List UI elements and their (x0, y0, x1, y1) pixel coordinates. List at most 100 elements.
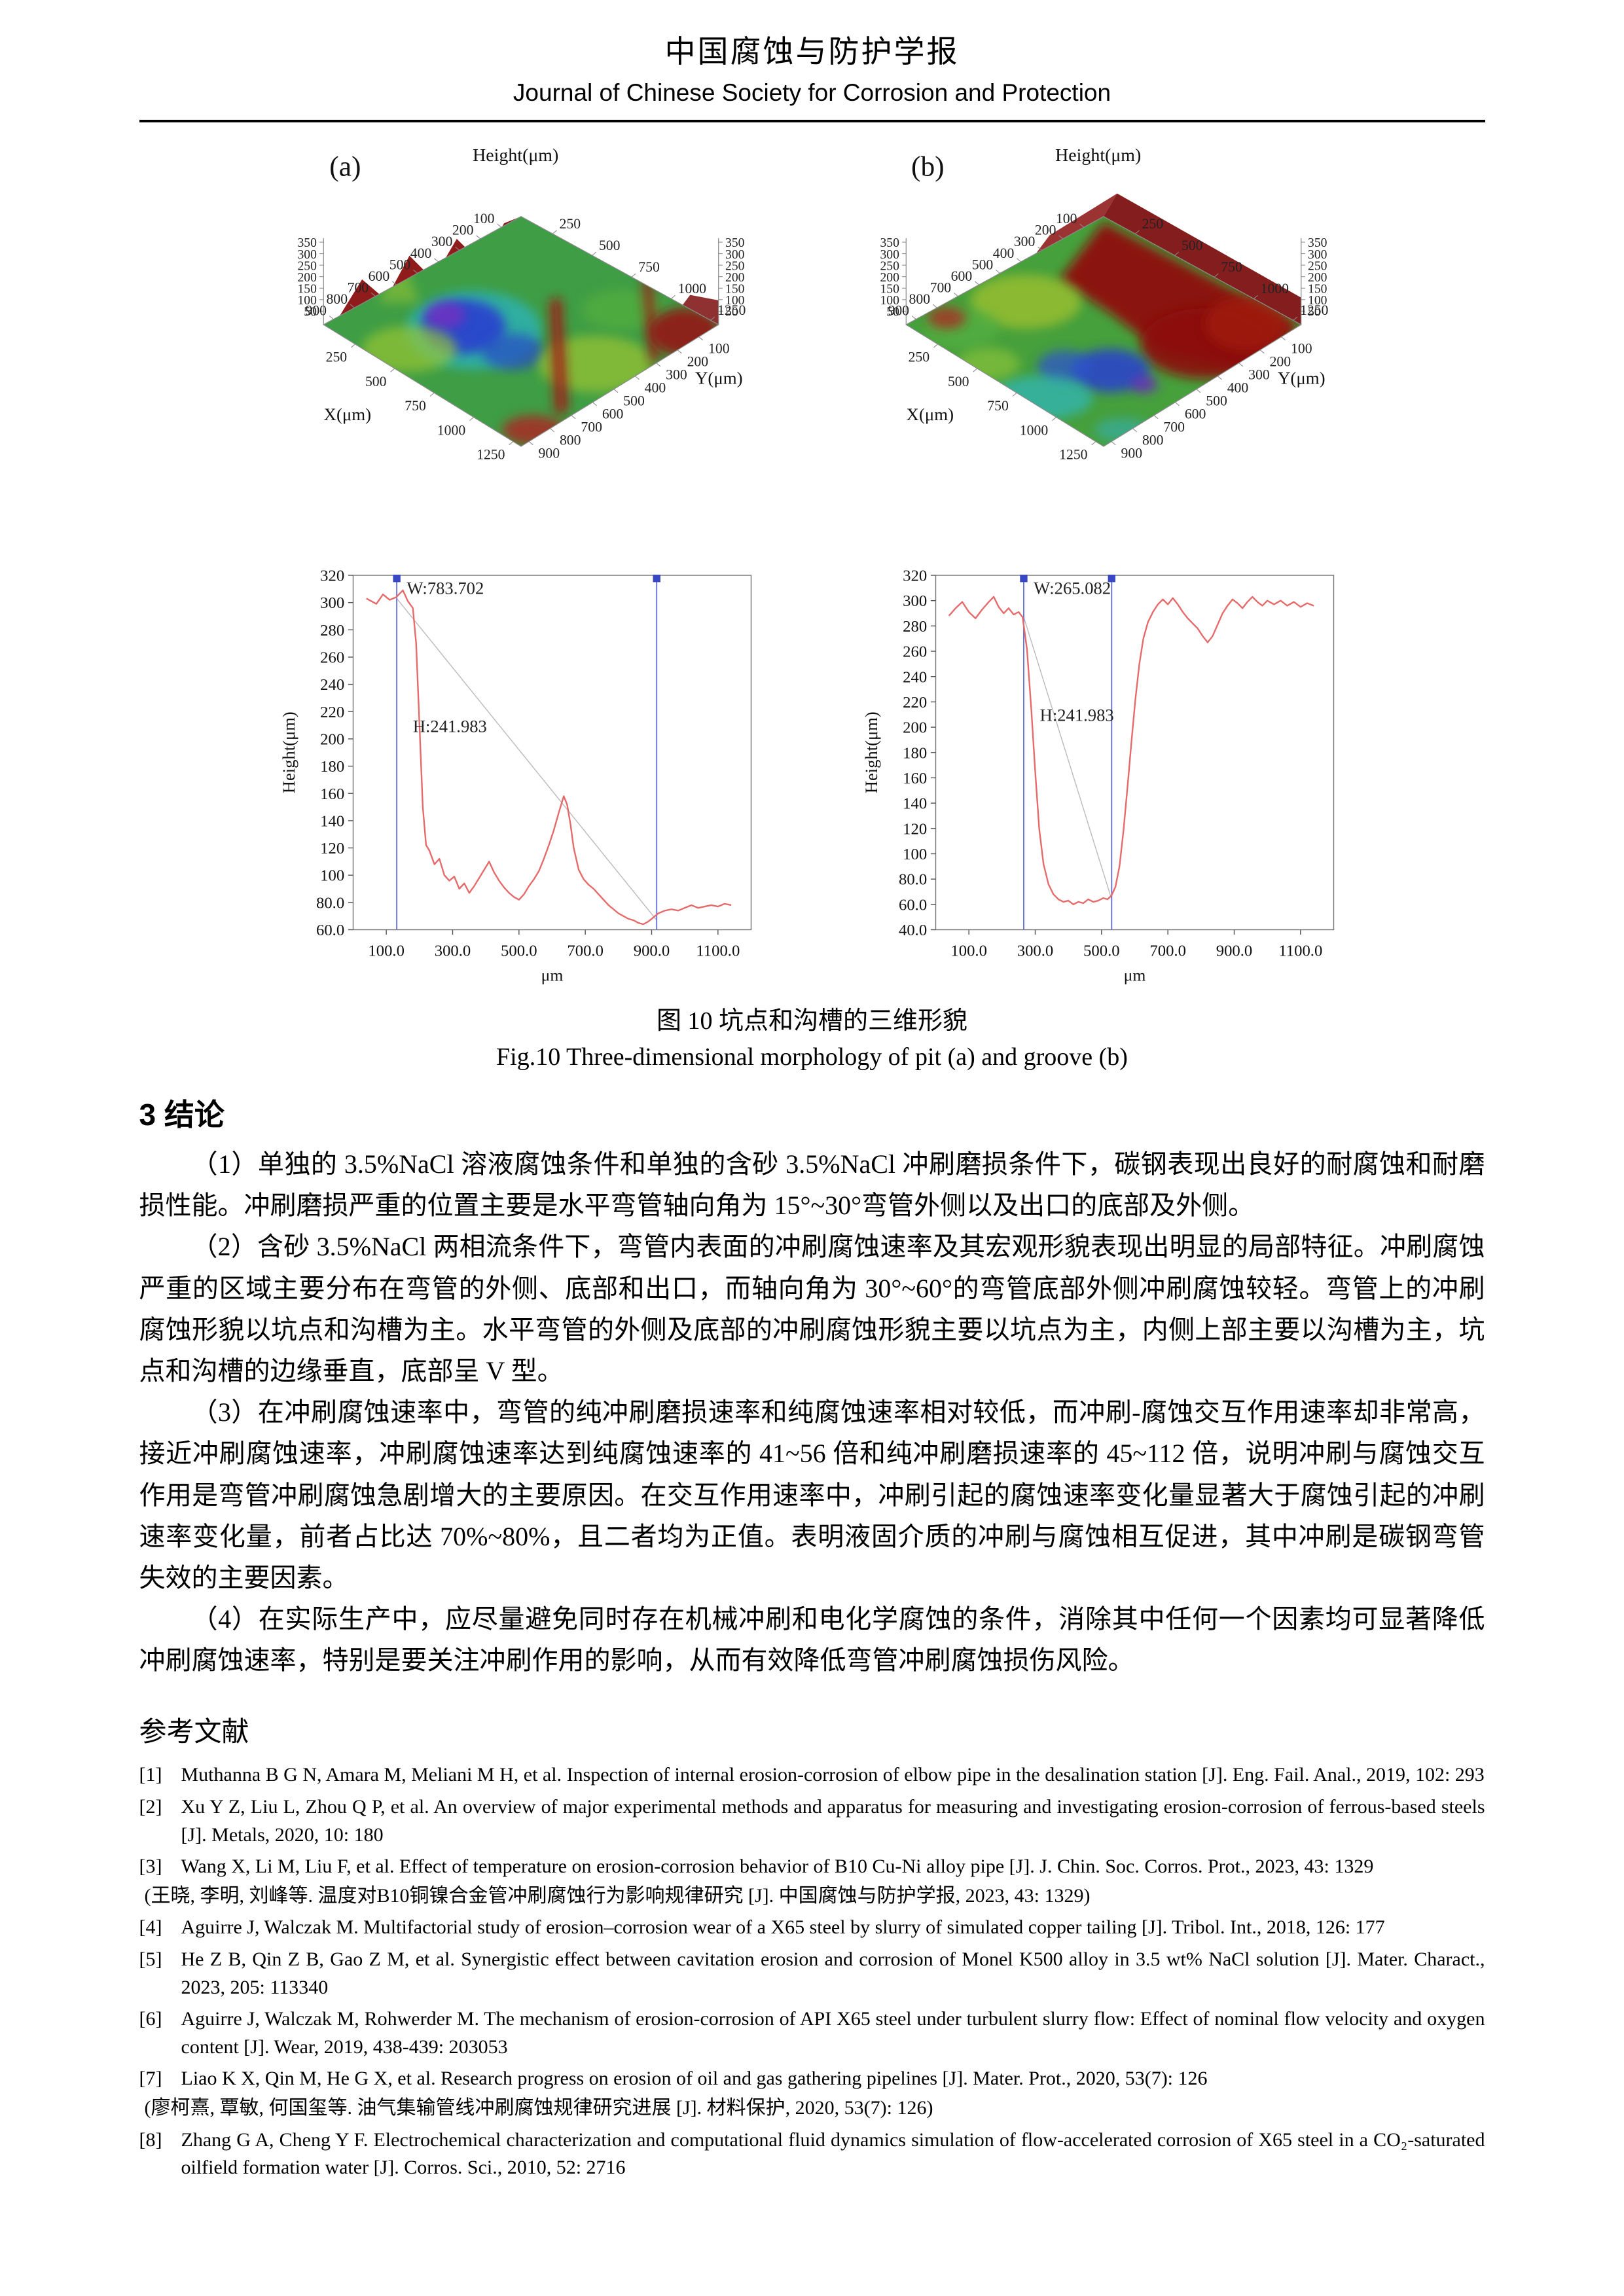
svg-text:60.0: 60.0 (898, 896, 926, 914)
svg-text:800: 800 (559, 432, 581, 448)
svg-text:300: 300 (431, 234, 452, 249)
svg-text:240: 240 (903, 668, 927, 686)
svg-text:280: 280 (903, 618, 927, 636)
svg-text:1000: 1000 (1260, 281, 1289, 296)
svg-text:400: 400 (644, 380, 666, 395)
svg-text:H:241.983: H:241.983 (1039, 705, 1113, 725)
svg-text:500.0: 500.0 (501, 942, 537, 960)
svg-text:80.0: 80.0 (316, 894, 344, 912)
svg-text:500: 500 (623, 393, 645, 408)
svg-text:250: 250 (725, 259, 745, 273)
figure-10: 350 300 250 200 150 100 50 350 300 250 200 150 100 50… (139, 141, 1485, 1071)
reference-text: Liao K X, Qin M, He G X, et al. Research… (181, 2068, 1208, 2090)
svg-text:150: 150 (725, 283, 745, 296)
svg-text:300: 300 (903, 592, 927, 610)
svg-text:300: 300 (1248, 367, 1270, 382)
svg-text:1250: 1250 (1059, 446, 1088, 462)
reference-number: [4] (139, 1916, 162, 1939)
svg-text:500: 500 (389, 257, 410, 272)
svg-text:500: 500 (1206, 393, 1227, 408)
svg-text:900: 900 (1121, 445, 1142, 461)
svg-text:500: 500 (1181, 238, 1202, 253)
reference-text: Xu Y Z, Liu L, Zhou Q P, et al. An overv… (181, 1796, 1485, 1846)
svg-text:Height(μm): Height(μm) (1055, 145, 1141, 166)
svg-text:X(μm): X(μm) (906, 404, 954, 424)
svg-text:180: 180 (903, 744, 927, 762)
conclusion-paragraph: （3）在冲刷腐蚀速率中，弯管的纯冲刷磨损速率和纯腐蚀速率相对较低，而冲刷-腐蚀交… (139, 1397, 1485, 1592)
figure-caption-zh: 图 10 坑点和沟槽的三维形貌 (656, 1007, 967, 1035)
svg-text:120: 120 (320, 840, 344, 857)
svg-text:100: 100 (708, 340, 730, 356)
svg-text:700: 700 (581, 419, 602, 435)
svg-text:500: 500 (947, 374, 969, 389)
reference-text: Aguirre J, Walczak M. Multifactorial stu… (181, 1916, 1385, 1939)
svg-text:750: 750 (638, 259, 660, 275)
svg-text:320: 320 (903, 567, 927, 585)
svg-text:500: 500 (971, 257, 993, 272)
svg-text:220: 220 (320, 704, 344, 721)
svg-text:700: 700 (929, 279, 951, 295)
svg-text:260: 260 (903, 643, 927, 661)
svg-text:100: 100 (1055, 211, 1077, 226)
svg-text:140: 140 (320, 812, 344, 830)
svg-text:260: 260 (320, 649, 344, 667)
figure-profile-row: 320 300 280 260 240 220 200 180 160 140 120 100 80.0… (139, 550, 1485, 986)
reference-item: [3] Wang X, Li M, Liu F, et al. Effect of… (139, 1853, 1485, 1881)
svg-text:1250: 1250 (477, 446, 505, 462)
references-heading: 参考文献 (139, 1716, 249, 1748)
conclusion-paragraph: （4）在实际生产中，应尽量避免同时存在机械冲刷和电化学腐蚀的条件，消除其中任何一… (139, 1604, 1485, 1676)
svg-text:600: 600 (368, 268, 389, 284)
svg-text:800: 800 (326, 291, 348, 307)
svg-text:300.0: 300.0 (1017, 942, 1053, 960)
reference-translation: (廖柯熹, 覃敏, 何国玺等. 油气集输管线冲刷腐蚀规律研究进展 [J]. 材料… (144, 2096, 933, 2119)
svg-text:100: 100 (473, 211, 494, 226)
svg-text:100: 100 (725, 294, 745, 308)
figure-caption-en: Fig.10 Three-dimensional morphology of p… (496, 1043, 1128, 1071)
svg-text:200: 200 (903, 719, 927, 737)
svg-text:900: 900 (888, 303, 909, 319)
page-content: 中国腐蚀与防护学报 Journal of Chinese Society for… (139, 0, 1485, 2182)
svg-text:1000: 1000 (677, 281, 706, 296)
svg-text:(a): (a) (329, 151, 361, 183)
svg-text:300: 300 (297, 248, 317, 262)
svg-text:200: 200 (687, 353, 708, 369)
svg-text:350: 350 (1308, 236, 1327, 250)
svg-text:300: 300 (666, 367, 687, 382)
svg-text:W:783.702: W:783.702 (406, 579, 484, 598)
conclusion-paragraph: （2）含砂 3.5%NaCl 两相流条件下，弯管内表面的冲刷腐蚀速率及其宏观形貌… (139, 1232, 1485, 1386)
svg-text:400: 400 (410, 245, 431, 261)
svg-text:250: 250 (1142, 216, 1163, 232)
svg-text:250: 250 (908, 350, 929, 365)
reference-number: [6] (139, 2008, 162, 2030)
svg-text:240: 240 (320, 676, 344, 694)
reference-translation: (王晓, 李明, 刘峰等. 温度对B10铜镍合金管冲刷腐蚀行为影响规律研究 [J… (144, 1884, 1091, 1907)
svg-text:160: 160 (320, 785, 344, 803)
svg-text:180: 180 (320, 758, 344, 776)
reference-number: [2] (139, 1796, 162, 1818)
svg-text:250: 250 (559, 216, 581, 232)
svg-text:W:265.082: W:265.082 (1034, 579, 1111, 598)
svg-text:100.0: 100.0 (368, 942, 405, 960)
svg-text:300: 300 (1308, 248, 1327, 262)
svg-text:250: 250 (297, 259, 317, 273)
journal-title-en: Journal of Chinese Society for Corrosion… (513, 79, 1111, 106)
svg-text:500: 500 (365, 374, 386, 389)
svg-text:700: 700 (347, 279, 369, 295)
reference-item: [6] Aguirre J, Walczak M, Rohwerder M. Th… (139, 2005, 1485, 2061)
svg-text:100: 100 (903, 846, 927, 863)
svg-text:1100.0: 1100.0 (696, 942, 740, 960)
figure-3d-row: 350 300 250 200 150 100 50 350 300 250 200 150 100 50… (139, 141, 1485, 547)
conclusion-paragraph: （1）单独的 3.5%NaCl 溶液腐蚀条件和单独的含砂 3.5%NaCl 冲刷… (139, 1149, 1485, 1221)
svg-text:700.0: 700.0 (567, 942, 604, 960)
page-header: 中国腐蚀与防护学报 Journal of Chinese Society for… (139, 0, 1485, 122)
svg-text:300: 300 (725, 248, 745, 262)
svg-text:800: 800 (1142, 432, 1163, 448)
svg-text:900: 900 (305, 303, 327, 319)
svg-text:140: 140 (903, 795, 927, 813)
svg-text:350: 350 (725, 236, 745, 250)
svg-text:220: 220 (903, 694, 927, 711)
svg-text:160: 160 (903, 770, 927, 787)
svg-text:1100.0: 1100.0 (1278, 942, 1322, 960)
svg-text:μm: μm (541, 965, 563, 984)
